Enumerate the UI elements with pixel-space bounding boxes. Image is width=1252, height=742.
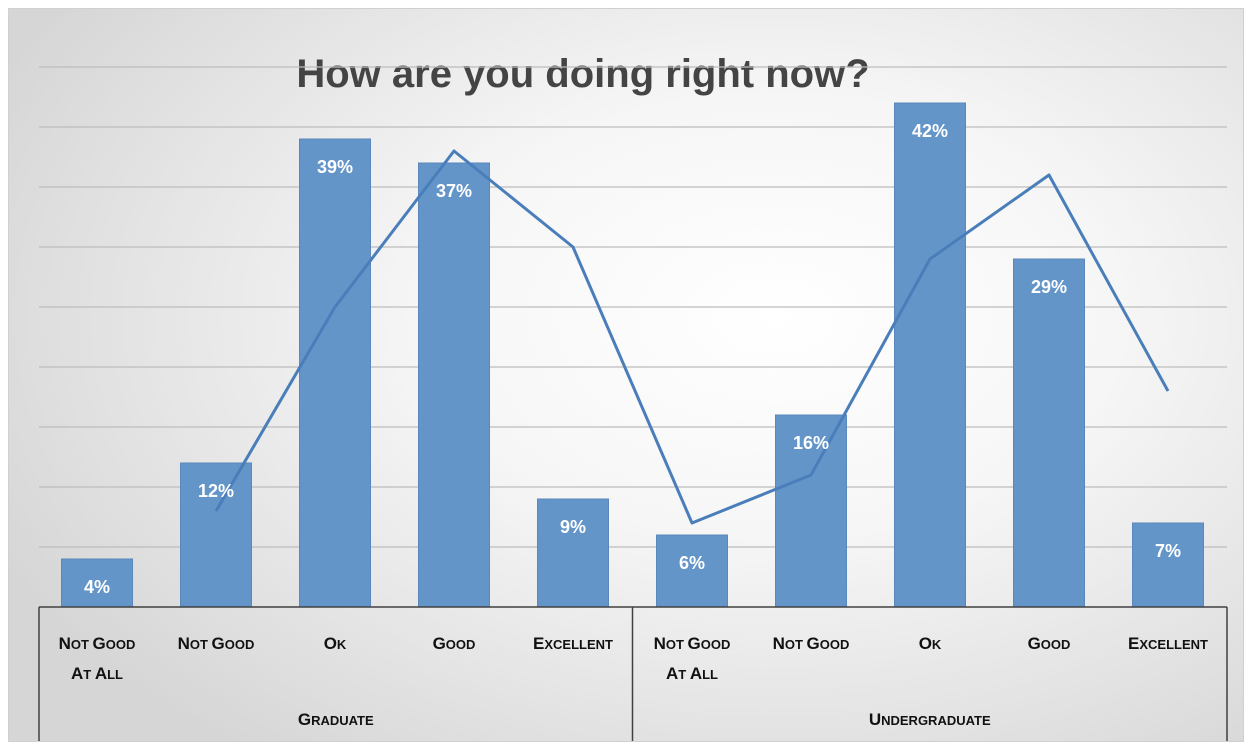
bar: [61, 558, 133, 608]
data-label: 6%: [679, 553, 705, 573]
trend-line: [214, 149, 1170, 525]
group-label: UNDERGRADUATE: [869, 710, 991, 729]
data-label: 12%: [198, 481, 234, 501]
data-label: 9%: [560, 517, 586, 537]
bars: [61, 102, 1204, 608]
category-label: GOOD: [433, 634, 476, 653]
data-label: 7%: [1155, 541, 1181, 561]
category-label: NOT GOOD: [59, 634, 136, 653]
data-label: 29%: [1031, 277, 1067, 297]
bar: [1132, 522, 1204, 608]
group-label: GRADUATE: [298, 710, 374, 729]
data-label: 16%: [793, 433, 829, 453]
data-label: 39%: [317, 157, 353, 177]
line-series: [214, 149, 1170, 525]
data-labels: 4% 12% 39% 37% 9% 6% 16% 42% 29% 7%: [84, 121, 1181, 597]
category-label: NOT GOOD: [178, 634, 255, 653]
category-label: OK: [324, 634, 347, 653]
data-label: 42%: [912, 121, 948, 141]
bar: [537, 498, 609, 608]
category-label: OK: [919, 634, 942, 653]
data-label: 4%: [84, 577, 110, 597]
category-label: AT ALL: [71, 664, 123, 683]
category-axis: NOT GOOD AT ALL NOT GOOD OK GOOD EXCELLENT NOT…: [38, 606, 1228, 741]
category-label: GOOD: [1028, 634, 1071, 653]
data-label: 37%: [436, 181, 472, 201]
chart-area: How are you doing right now? 4% 12% 39% 37%…: [8, 8, 1244, 742]
category-label: NOT GOOD: [773, 634, 850, 653]
bar: [299, 138, 371, 608]
category-label: NOT GOOD: [654, 634, 731, 653]
bar: [1013, 258, 1085, 608]
chart-title: How are you doing right now?: [296, 52, 869, 96]
bar: [894, 102, 966, 608]
category-label: AT ALL: [666, 664, 718, 683]
chart-svg: How are you doing right now? 4% 12% 39% 37%…: [38, 52, 1228, 741]
category-label: EXCELLENT: [1128, 634, 1208, 653]
bar: [418, 162, 490, 608]
category-label: EXCELLENT: [533, 634, 613, 653]
